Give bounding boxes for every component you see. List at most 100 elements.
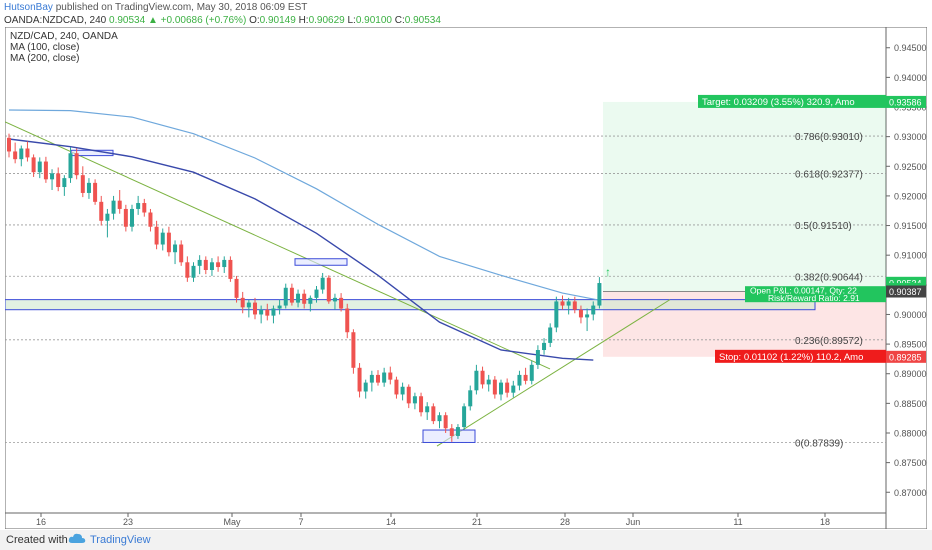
target-label: Target: 0.03209 (3.55%) 320.9, Amo bbox=[702, 97, 855, 108]
close-value: 0.90534 bbox=[404, 15, 441, 26]
y-tick-label: 0.89500 bbox=[894, 340, 927, 350]
symbol-label: OANDA:NZDCAD, 240 bbox=[4, 15, 107, 26]
publish-line: HutsonBay published on TradingView.com, … bbox=[4, 2, 307, 14]
legend-ma200: MA (200, close) bbox=[10, 53, 79, 64]
candle-body bbox=[142, 203, 147, 213]
candle-body bbox=[339, 297, 344, 309]
candle-body bbox=[517, 374, 522, 386]
candle-body bbox=[173, 244, 178, 253]
candle-body bbox=[197, 259, 202, 266]
y-tick-label: 0.93000 bbox=[894, 132, 927, 142]
price-badge-label: 0.93586 bbox=[889, 97, 922, 107]
x-tick-label: 21 bbox=[472, 517, 482, 527]
x-tick-label: 18 bbox=[820, 517, 830, 527]
price-change: +0.00686 (+0.76%) bbox=[160, 15, 247, 26]
candle-body bbox=[216, 262, 221, 268]
price-chart[interactable]: 0.786(0.93010) 0.618(0.92377) 0.5(0.91510)… bbox=[5, 27, 927, 529]
candle-body bbox=[271, 308, 276, 316]
open-pl-box bbox=[745, 286, 886, 303]
y-tick-label: 0.91000 bbox=[894, 251, 927, 261]
y-tick-label: 0.91500 bbox=[894, 221, 927, 231]
fib-level-label: 0.382(0.90644) bbox=[795, 272, 863, 283]
tradingview-cloud-icon bbox=[68, 533, 86, 545]
x-tick-label: May bbox=[223, 517, 241, 527]
risk-reward-label: Risk/Reward Ratio: 2.91 bbox=[768, 293, 860, 303]
candle-body bbox=[499, 382, 503, 395]
x-tick-label: 28 bbox=[560, 517, 570, 527]
price-badge-label: 0.90387 bbox=[889, 287, 922, 297]
chart-area[interactable]: 0.786(0.93010) 0.618(0.92377) 0.5(0.91510)… bbox=[5, 27, 927, 529]
stop-label-box bbox=[715, 349, 886, 363]
candle-body bbox=[148, 212, 153, 227]
candle-body bbox=[43, 161, 48, 180]
y-tick-label: 0.88000 bbox=[894, 428, 927, 438]
candle-body bbox=[462, 406, 467, 428]
symbol-line: OANDA:NZDCAD, 240 0.90534 ▲ +0.00686 (+0… bbox=[4, 15, 441, 27]
author-link[interactable]: HutsonBay bbox=[4, 2, 53, 13]
candle-body bbox=[105, 213, 110, 221]
candle-body bbox=[529, 364, 534, 381]
ma200-line bbox=[8, 109, 600, 301]
fib-level-label: 0(0.87839) bbox=[795, 439, 843, 450]
open-label: O: bbox=[249, 15, 260, 26]
created-with-label: Created with bbox=[6, 534, 68, 546]
candle-body bbox=[591, 305, 596, 315]
candle-body bbox=[123, 208, 128, 227]
price-badge bbox=[886, 95, 926, 108]
candle-body bbox=[345, 308, 350, 333]
y-tick-label: 0.87000 bbox=[894, 488, 927, 498]
candle-body bbox=[400, 386, 405, 395]
candle-body bbox=[578, 309, 583, 318]
candle-body bbox=[363, 382, 368, 392]
candle-body bbox=[431, 406, 436, 422]
stop-label: Stop: 0.01102 (1.22%) 110.2, Amo bbox=[719, 352, 863, 363]
candle-body bbox=[302, 293, 307, 304]
y-tick-label: 0.87500 bbox=[894, 458, 927, 468]
y-tick-label: 0.88500 bbox=[894, 399, 927, 409]
candle-body bbox=[117, 200, 122, 209]
open-pl-label: Open P&L: 0.00147, Qty: 22 bbox=[750, 286, 857, 296]
candle-body bbox=[455, 427, 460, 436]
candle-body bbox=[351, 332, 356, 368]
candle-body bbox=[111, 200, 116, 214]
candle-body bbox=[234, 278, 239, 298]
candle-body bbox=[419, 396, 424, 413]
candle-body bbox=[542, 342, 547, 351]
candle-body bbox=[437, 415, 442, 422]
legend-title: NZD/CAD, 240, OANDA bbox=[10, 31, 118, 42]
candle-body bbox=[296, 293, 301, 303]
candle-body bbox=[166, 232, 171, 253]
candle-body bbox=[228, 259, 233, 279]
low-label: L: bbox=[347, 15, 356, 26]
candle-body bbox=[505, 382, 510, 393]
candle-body bbox=[25, 148, 30, 158]
candle-body bbox=[80, 175, 85, 193]
x-tick-label: 11 bbox=[733, 517, 742, 527]
candle-body bbox=[535, 350, 540, 365]
candle-body bbox=[7, 137, 11, 152]
candle-body bbox=[86, 182, 91, 193]
candle-body bbox=[566, 301, 571, 306]
candle-body bbox=[332, 297, 337, 302]
candle-body bbox=[209, 262, 214, 270]
ma100-line bbox=[8, 138, 594, 361]
candle-body bbox=[74, 153, 79, 176]
candle-body bbox=[320, 277, 325, 290]
tradingview-brand[interactable]: TradingView bbox=[90, 534, 151, 546]
candle-body bbox=[13, 151, 18, 160]
close-label: C: bbox=[394, 15, 405, 26]
candle-body bbox=[449, 428, 454, 436]
y-tick-label: 0.90000 bbox=[894, 310, 927, 320]
uptrend-line bbox=[436, 299, 671, 447]
candle-body bbox=[388, 372, 393, 380]
price-badge bbox=[886, 350, 926, 363]
candle-body bbox=[394, 379, 399, 395]
candle-body bbox=[326, 277, 331, 302]
fib-level-label: 0.5(0.91510) bbox=[795, 221, 852, 232]
candle-body bbox=[179, 244, 184, 263]
fib-level-label: 0.236(0.89572) bbox=[795, 336, 863, 347]
candle-body bbox=[560, 301, 565, 306]
x-tick-label: 14 bbox=[386, 517, 396, 527]
candle-body bbox=[511, 385, 516, 393]
high-value: 0.90629 bbox=[308, 15, 345, 26]
